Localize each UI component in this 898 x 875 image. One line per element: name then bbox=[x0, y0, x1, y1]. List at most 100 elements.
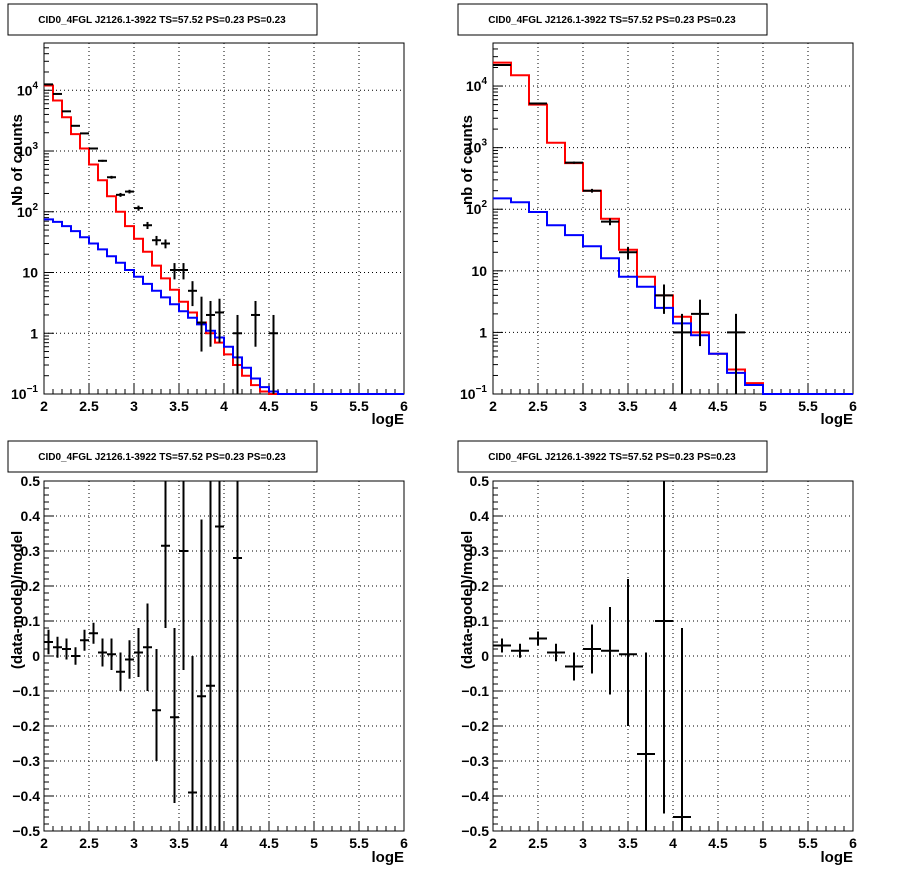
y-tick-label: 0.1 bbox=[21, 613, 41, 629]
data-point bbox=[170, 628, 179, 803]
x-axis-label: logE bbox=[372, 849, 405, 866]
data-point bbox=[80, 629, 89, 651]
y-tick-label: −0.1 bbox=[12, 683, 40, 699]
data-point bbox=[188, 281, 197, 307]
data-point bbox=[673, 313, 691, 394]
x-tick-label: 6 bbox=[849, 398, 857, 414]
title-box bbox=[7, 3, 318, 36]
x-tick-label: 3 bbox=[130, 835, 138, 851]
x-tick-label: 4.5 bbox=[708, 835, 728, 851]
x-tick-label: 5.5 bbox=[349, 835, 369, 851]
data-point bbox=[44, 629, 53, 655]
x-tick-label: 3.5 bbox=[169, 835, 189, 851]
x-tick-label: 3.5 bbox=[618, 398, 638, 414]
x-tick-label: 2 bbox=[489, 398, 497, 414]
x-tick-label: 5 bbox=[310, 835, 318, 851]
y-tick-label: −0.4 bbox=[12, 788, 40, 804]
series-background-model bbox=[493, 197, 853, 395]
x-tick-label: 4 bbox=[220, 398, 228, 414]
x-tick-label: 5 bbox=[310, 398, 318, 414]
x-tick-label: 5 bbox=[759, 835, 767, 851]
x-tick-label: 5.5 bbox=[349, 398, 369, 414]
y-tick-label: 10−1 bbox=[11, 384, 38, 402]
y-axis-label: nb of counts bbox=[459, 115, 476, 205]
data-point bbox=[98, 638, 107, 667]
y-tick-label: 10−1 bbox=[460, 384, 487, 402]
data-point bbox=[125, 640, 134, 679]
y-tick-label: 0.2 bbox=[21, 578, 41, 594]
y-tick-label: 0.3 bbox=[470, 543, 490, 559]
y-tick-label: 0.5 bbox=[21, 473, 41, 489]
x-axis-label: logE bbox=[821, 849, 854, 866]
data-point bbox=[179, 481, 188, 670]
data-point bbox=[152, 235, 161, 246]
data-point bbox=[215, 298, 224, 343]
data-point bbox=[53, 636, 62, 658]
data-point bbox=[251, 300, 260, 347]
data-point bbox=[134, 628, 143, 677]
data-point bbox=[206, 481, 215, 831]
data-point bbox=[601, 607, 619, 695]
data-point bbox=[673, 628, 691, 831]
data-point bbox=[547, 643, 565, 662]
y-tick-label: −0.2 bbox=[461, 718, 489, 734]
x-axis-label: logE bbox=[372, 411, 405, 428]
data-point bbox=[62, 110, 71, 113]
data-point bbox=[89, 147, 98, 150]
y-tick-label: −0.5 bbox=[12, 823, 40, 839]
x-tick-label: 2 bbox=[40, 835, 48, 851]
panel-title: CID0_4FGL J2126.1-3922 TS=57.52 PS=0.23 … bbox=[488, 452, 736, 463]
x-tick-label: 4 bbox=[669, 398, 677, 414]
data-point bbox=[727, 313, 745, 394]
y-axis-label: (data-model)/model bbox=[459, 531, 476, 669]
data-point bbox=[98, 159, 107, 162]
title-box bbox=[7, 440, 318, 473]
data-point bbox=[493, 638, 511, 653]
data-point bbox=[161, 239, 170, 249]
data-point bbox=[143, 603, 152, 691]
x-tick-label: 3.5 bbox=[618, 835, 638, 851]
data-point bbox=[233, 481, 242, 831]
data-point bbox=[71, 124, 80, 127]
data-point bbox=[197, 296, 206, 352]
data-point bbox=[529, 631, 547, 646]
data-point bbox=[655, 481, 673, 814]
y-tick-label: 0.1 bbox=[470, 613, 490, 629]
data-point bbox=[511, 643, 529, 658]
y-tick-label: −0.3 bbox=[12, 753, 40, 769]
x-tick-label: 4 bbox=[220, 835, 228, 851]
data-point bbox=[134, 205, 143, 211]
x-tick-label: 3 bbox=[579, 835, 587, 851]
x-axis-label: logE bbox=[821, 411, 854, 428]
x-tick-label: 6 bbox=[400, 398, 408, 414]
x-tick-label: 2.5 bbox=[528, 835, 548, 851]
x-tick-label: 2 bbox=[40, 398, 48, 414]
y-tick-label: −0.3 bbox=[461, 753, 489, 769]
data-point bbox=[619, 579, 637, 726]
data-point bbox=[637, 652, 655, 831]
y-tick-label: 0 bbox=[32, 648, 40, 664]
y-tick-label: −0.2 bbox=[12, 718, 40, 734]
data-point bbox=[565, 652, 583, 681]
y-tick-label: 0.3 bbox=[21, 543, 41, 559]
y-tick-label: 104 bbox=[466, 76, 488, 94]
y-axis-label: Nb of counts bbox=[9, 114, 26, 206]
x-tick-label: 2.5 bbox=[528, 398, 548, 414]
y-tick-label: 0.5 bbox=[470, 473, 490, 489]
panel-title: CID0_4FGL J2126.1-3922 TS=57.52 PS=0.23 … bbox=[38, 452, 286, 463]
data-point bbox=[619, 246, 637, 260]
data-point bbox=[107, 638, 116, 670]
x-tick-label: 6 bbox=[849, 835, 857, 851]
x-tick-label: 4.5 bbox=[259, 398, 279, 414]
y-tick-label: 10 bbox=[471, 263, 487, 279]
data-point bbox=[143, 221, 152, 230]
panel-title: CID0_4FGL J2126.1-3922 TS=57.52 PS=0.23 … bbox=[38, 15, 286, 26]
x-tick-label: 5.5 bbox=[798, 398, 818, 414]
data-point bbox=[125, 189, 134, 194]
y-tick-label: 0.4 bbox=[470, 508, 490, 524]
y-tick-label: 10 bbox=[22, 265, 38, 281]
data-point bbox=[89, 622, 98, 644]
y-tick-label: −0.4 bbox=[461, 788, 489, 804]
